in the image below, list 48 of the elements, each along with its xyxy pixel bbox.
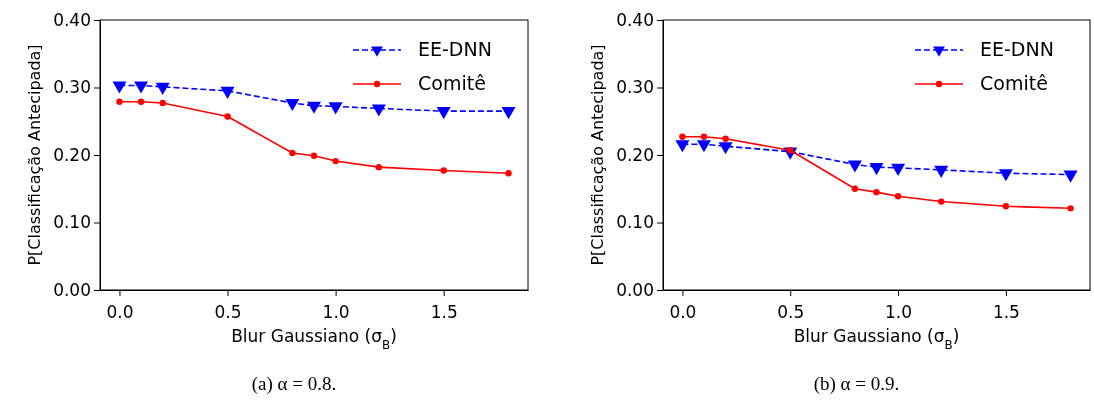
x-tick-label: 0.0 — [106, 301, 134, 322]
y-tick-label: 0.10 — [53, 212, 91, 233]
point — [375, 163, 383, 171]
point — [440, 167, 447, 174]
point — [134, 81, 149, 94]
x-tick-label: 1.5 — [430, 301, 458, 322]
y-axis-title: P[Classificação Antecipada] — [25, 44, 44, 266]
y-tick-label: 0.20 — [53, 144, 91, 165]
point — [137, 98, 145, 105]
y-tick-label: 0.30 — [53, 77, 91, 98]
point — [224, 113, 231, 120]
legend-label: EE-DNN — [980, 38, 1054, 60]
point — [155, 82, 170, 95]
y-tick-label: 0.00 — [616, 279, 654, 300]
point — [501, 107, 516, 120]
point — [328, 102, 343, 115]
point — [436, 107, 451, 120]
point — [285, 98, 300, 112]
legend-label: Comitê — [980, 72, 1048, 94]
text: (a) α = 0.8. — [251, 373, 337, 395]
y-tick-label: 0.40 — [616, 9, 654, 30]
point — [371, 104, 386, 117]
x-tick-label: 0.0 — [669, 301, 697, 322]
point — [505, 170, 512, 177]
x-tick-label: 0.5 — [214, 301, 242, 322]
legend-label: EE-DNN — [418, 38, 492, 60]
point — [116, 98, 123, 105]
y-tick-label: 0.10 — [616, 212, 654, 233]
x-tick-label: 0.5 — [777, 301, 805, 322]
x-tick-label: 1.5 — [992, 301, 1020, 322]
text: (b) α = 0.9. — [813, 373, 900, 395]
x-tick-label: 1.0 — [322, 301, 350, 322]
point — [310, 152, 318, 159]
point — [112, 81, 127, 94]
point — [289, 149, 296, 157]
y-tick-label: 0.40 — [53, 9, 91, 30]
y-tick-label: 0.20 — [616, 144, 654, 165]
point — [332, 157, 339, 165]
point — [159, 99, 166, 107]
y-tick-label: 0.30 — [616, 77, 654, 98]
x-axis-title: Blur Gaussiano (σ$_{B}$) — [793, 326, 960, 352]
x-axis-title: Blur Gaussiano (σ$_{B}$) — [231, 326, 397, 352]
point — [220, 86, 235, 99]
x-tick-label: 1.0 — [885, 301, 913, 322]
y-tick-label: 0.00 — [53, 279, 91, 300]
point — [307, 101, 322, 114]
y-axis-title: P[Classificação Antecipada] — [588, 44, 607, 266]
legend-label: Comitê — [418, 72, 486, 94]
